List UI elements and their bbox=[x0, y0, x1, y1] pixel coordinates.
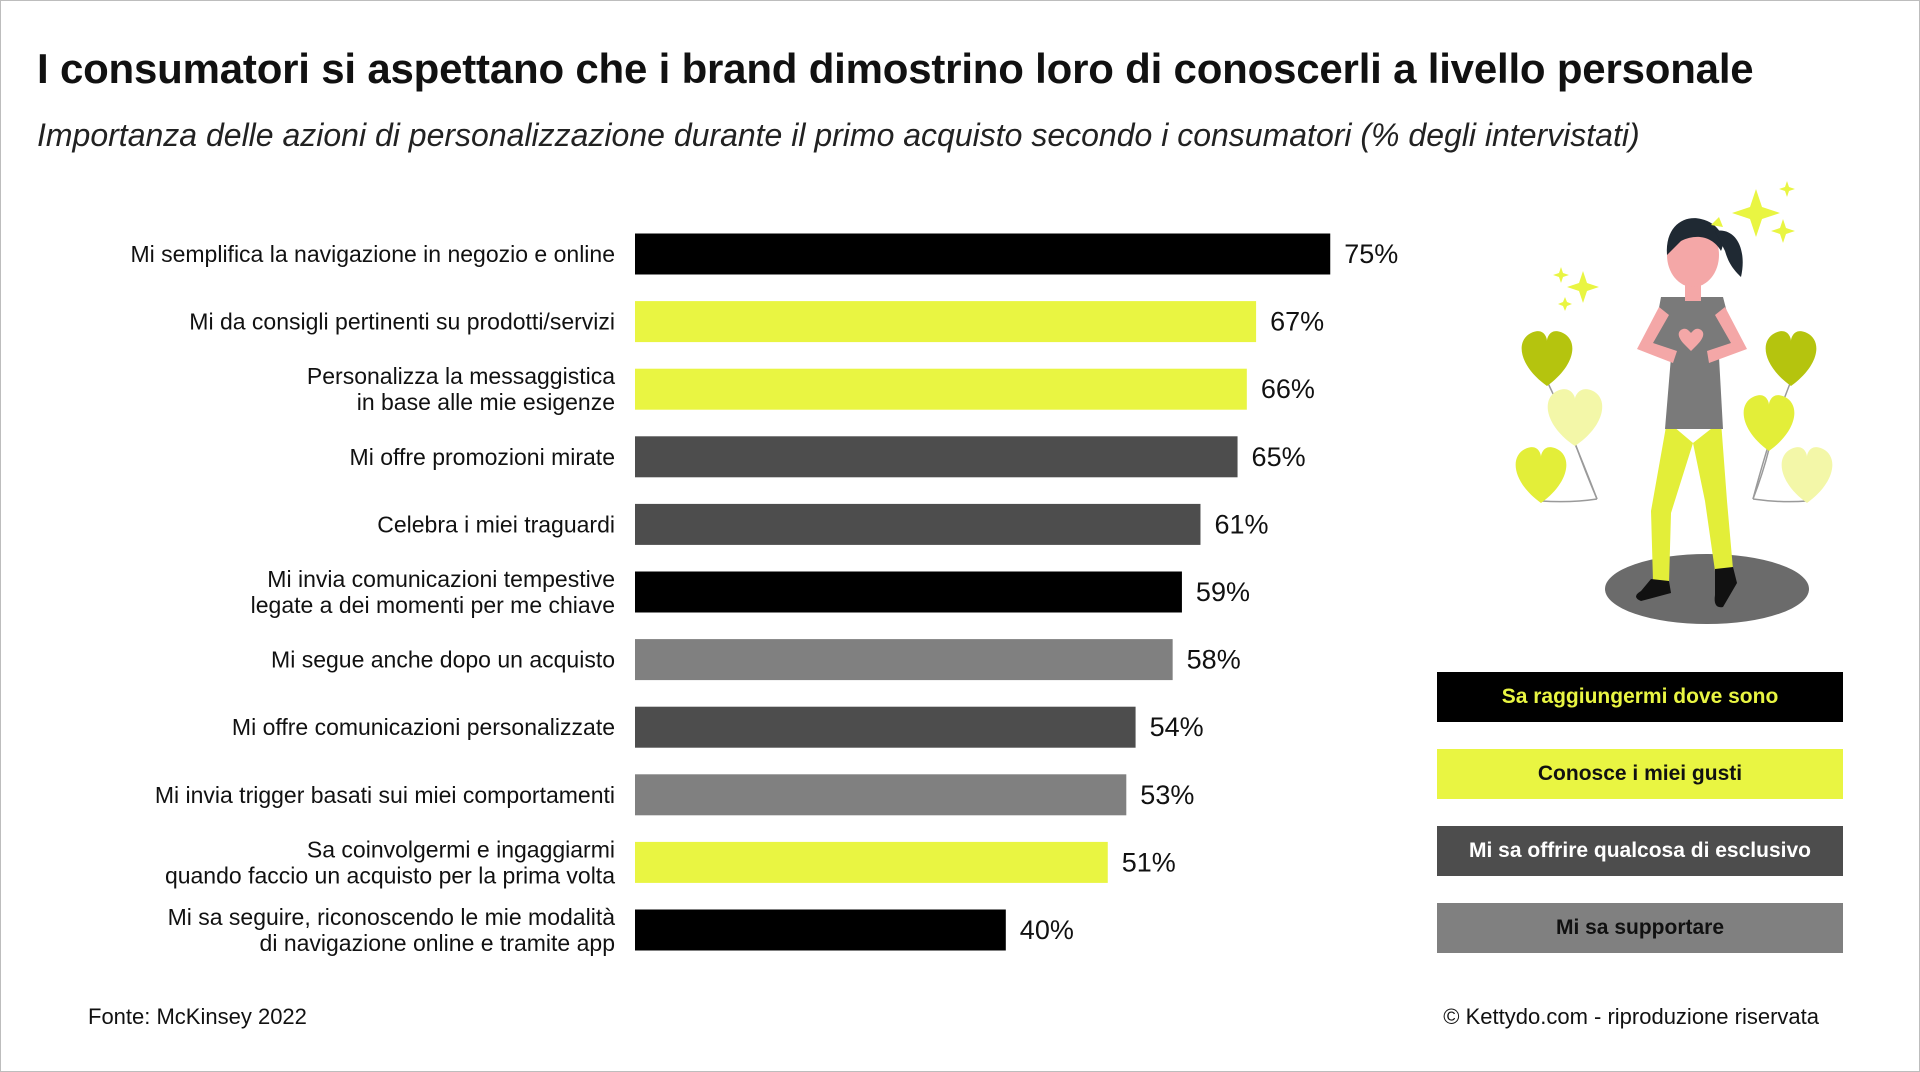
category-label: Mi invia trigger basati sui miei comport… bbox=[155, 782, 615, 808]
legend-item-supportare: Mi sa supportare bbox=[1437, 903, 1843, 953]
source-note: Fonte: McKinsey 2022 bbox=[88, 1004, 307, 1029]
legend-item-conosce-gusti: Conosce i miei gusti bbox=[1437, 749, 1843, 799]
bar bbox=[635, 571, 1182, 613]
category-label: Mi invia comunicazioni tempestive bbox=[267, 566, 615, 592]
value-label: 53% bbox=[1140, 780, 1194, 810]
bar bbox=[635, 909, 1006, 951]
category-label: Mi offre promozioni mirate bbox=[350, 444, 615, 470]
bar bbox=[635, 503, 1201, 545]
category-label: di navigazione online e tramite app bbox=[260, 930, 615, 956]
category-label: Mi segue anche dopo un acquisto bbox=[271, 647, 615, 673]
category-label: Mi sa seguire, riconoscendo le mie modal… bbox=[168, 904, 616, 930]
value-label: 67% bbox=[1270, 307, 1324, 337]
legend-label: Sa raggiungermi dove sono bbox=[1501, 685, 1779, 708]
category-label: in base alle mie esigenze bbox=[357, 389, 615, 415]
legend-label: Conosce i miei gusti bbox=[1537, 762, 1743, 785]
category-label: legate a dei momenti per me chiave bbox=[251, 592, 615, 618]
category-label: Mi semplifica la navigazione in negozio … bbox=[130, 241, 615, 267]
legend-item-sa-raggiungermi: Sa raggiungermi dove sono bbox=[1437, 672, 1843, 722]
bar bbox=[635, 436, 1238, 478]
value-label: 65% bbox=[1252, 442, 1306, 472]
value-label: 40% bbox=[1020, 915, 1074, 945]
value-label: 75% bbox=[1344, 239, 1398, 269]
copyright-note: © Kettydo.com - riproduzione riservata bbox=[1443, 1004, 1819, 1029]
bar bbox=[635, 706, 1136, 748]
legend-label: Mi sa supportare bbox=[1555, 916, 1725, 939]
bar bbox=[635, 233, 1331, 275]
value-label: 66% bbox=[1261, 374, 1315, 404]
woman-heart-balloons-illustration bbox=[1515, 181, 1833, 624]
legend-item-esclusivo: Mi sa offrire qualcosa di esclusivo bbox=[1437, 826, 1843, 876]
chart-subtitle: Importanza delle azioni di personalizzaz… bbox=[37, 117, 1640, 153]
bar bbox=[635, 368, 1247, 410]
bar bbox=[635, 774, 1127, 816]
bar-chart: 75% Mi semplifica la navigazione in negoz… bbox=[130, 233, 1398, 956]
bar bbox=[635, 639, 1173, 681]
value-label: 59% bbox=[1196, 577, 1250, 607]
value-label: 54% bbox=[1150, 712, 1204, 742]
legend-label: Mi sa offrire qualcosa di esclusivo bbox=[1469, 839, 1811, 862]
category-label: Mi offre comunicazioni personalizzate bbox=[232, 714, 615, 740]
legend: Sa raggiungermi dove sono Conosce i miei… bbox=[1437, 672, 1843, 980]
value-label: 51% bbox=[1122, 847, 1176, 877]
value-label: 58% bbox=[1187, 645, 1241, 675]
value-label: 61% bbox=[1214, 509, 1268, 539]
bar bbox=[635, 841, 1108, 883]
bar bbox=[635, 301, 1257, 343]
category-label: Sa coinvolgermi e ingaggiarmi bbox=[307, 836, 615, 862]
chart-title: I consumatori si aspettano che i brand d… bbox=[37, 45, 1754, 92]
heart-balloon-icon bbox=[1743, 331, 1833, 503]
category-label: quando faccio un acquisto per la prima v… bbox=[165, 862, 615, 888]
category-label: Mi da consigli pertinenti su prodotti/se… bbox=[189, 309, 615, 335]
category-label: Personalizza la messaggistica bbox=[307, 363, 615, 389]
heart-balloon-icon bbox=[1515, 331, 1603, 503]
category-label: Celebra i miei traguardi bbox=[377, 511, 615, 537]
